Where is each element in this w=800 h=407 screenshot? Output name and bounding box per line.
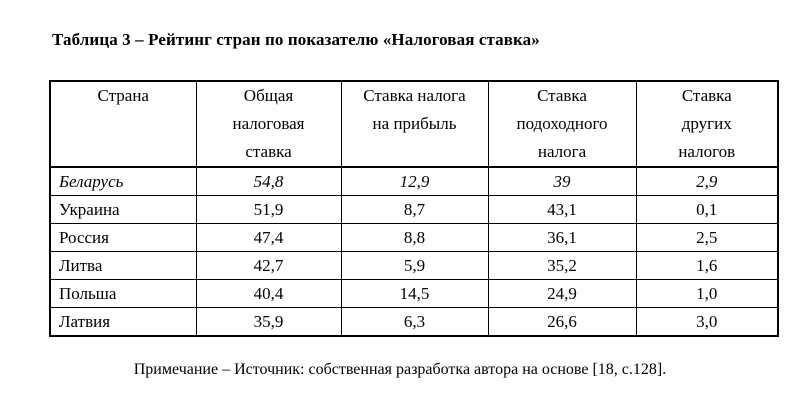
- cell-value: 43,1: [487, 195, 637, 224]
- cell-value: 35,9: [195, 307, 342, 337]
- cell-value: 8,7: [340, 195, 489, 224]
- cell-value: 0,1: [635, 195, 779, 224]
- table-caption: Таблица 3 – Рейтинг стран по показателю …: [52, 30, 540, 49]
- table-row: Польша 40,4 14,5 24,9 1,0: [49, 279, 779, 308]
- cell-country: Литва: [49, 251, 197, 280]
- header-row: Страна Общая налоговая ставка Ставка нал…: [49, 80, 779, 168]
- cell-country: Латвия: [49, 307, 197, 337]
- tax-rate-table: Страна Общая налоговая ставка Ставка нал…: [49, 80, 779, 337]
- column-header-profit-tax-rate: Ставка налога на прибыль: [340, 80, 489, 168]
- cell-value: 39: [487, 166, 637, 196]
- cell-country: Украина: [49, 195, 197, 224]
- cell-value: 42,7: [195, 251, 342, 280]
- cell-value: 8,8: [340, 223, 489, 252]
- cell-value: 36,1: [487, 223, 637, 252]
- cell-value: 3,0: [635, 307, 779, 337]
- table-row: Россия 47,4 8,8 36,1 2,5: [49, 223, 779, 252]
- column-header-other-taxes-rate: Ставка других налогов: [635, 80, 779, 168]
- cell-value: 51,9: [195, 195, 342, 224]
- cell-value: 2,9: [635, 166, 779, 196]
- cell-value: 2,5: [635, 223, 779, 252]
- cell-value: 6,3: [340, 307, 489, 337]
- table-body: Беларусь 54,8 12,9 39 2,9 Украина 51,9 8,7 43,1 0…: [49, 166, 779, 337]
- cell-value: 14,5: [340, 279, 489, 308]
- cell-country: Беларусь: [49, 166, 197, 196]
- column-header-country: Страна: [49, 80, 197, 168]
- cell-value: 1,0: [635, 279, 779, 308]
- cell-value: 24,9: [487, 279, 637, 308]
- cell-country: Польша: [49, 279, 197, 308]
- table-row: Латвия 35,9 6,3 26,6 3,0: [49, 307, 779, 337]
- source-note: Примечание – Источник: собственная разра…: [133, 361, 667, 378]
- table-row: Украина 51,9 8,7 43,1 0,1: [49, 195, 779, 224]
- column-header-total-tax-rate: Общая налоговая ставка: [195, 80, 342, 168]
- table-header: Страна Общая налоговая ставка Ставка нал…: [49, 80, 779, 168]
- cell-country: Россия: [49, 223, 197, 252]
- cell-value: 1,6: [635, 251, 779, 280]
- cell-value: 54,8: [195, 166, 342, 196]
- table-row: Литва 42,7 5,9 35,2 1,6: [49, 251, 779, 280]
- cell-value: 5,9: [340, 251, 489, 280]
- column-header-income-tax-rate: Ставка подоходного налога: [487, 80, 637, 168]
- cell-value: 35,2: [487, 251, 637, 280]
- cell-value: 40,4: [195, 279, 342, 308]
- table-row: Беларусь 54,8 12,9 39 2,9: [49, 166, 779, 196]
- cell-value: 12,9: [340, 166, 489, 196]
- cell-value: 26,6: [487, 307, 637, 337]
- cell-value: 47,4: [195, 223, 342, 252]
